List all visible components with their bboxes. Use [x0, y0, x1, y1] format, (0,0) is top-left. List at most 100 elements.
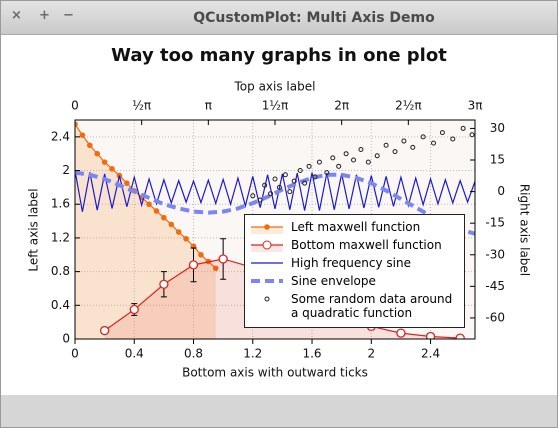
- point: [75, 121, 78, 128]
- point: [396, 328, 406, 338]
- x2-tick-label: ½π: [132, 99, 151, 113]
- point: [287, 189, 293, 195]
- close-button[interactable]: ×: [11, 8, 22, 23]
- point: [153, 208, 160, 214]
- legend-entry: Bottom maxwell function: [249, 238, 460, 252]
- point: [250, 193, 256, 199]
- y2-tick-label: -30: [485, 247, 505, 261]
- point: [276, 184, 282, 190]
- maximize-button[interactable]: +: [39, 8, 50, 23]
- x2-tick-label: 2π: [334, 99, 349, 113]
- bottom-axis-label: Bottom axis with outward ticks: [182, 366, 368, 380]
- legend-marker: [262, 240, 272, 250]
- point: [129, 304, 139, 315]
- x-tick-label: 0: [71, 347, 79, 361]
- point: [316, 159, 322, 165]
- y2-tick-label: 0: [497, 184, 505, 198]
- point: [79, 132, 86, 138]
- legend-entry: High frequency sine: [249, 256, 460, 270]
- legend-marker: [264, 224, 270, 230]
- y-tick-label: 0.8: [51, 264, 70, 278]
- point: [291, 178, 297, 184]
- point: [450, 136, 456, 142]
- point: [297, 168, 303, 174]
- point: [439, 130, 445, 136]
- point: [420, 134, 426, 140]
- left-axis-label: Left axis label: [27, 188, 41, 271]
- point: [455, 333, 465, 339]
- y2-tick-label: -60: [485, 310, 505, 324]
- point: [146, 201, 152, 208]
- point: [312, 174, 318, 180]
- x-tick-label: 1.2: [243, 347, 262, 361]
- y-tick-label: 2.4: [51, 129, 70, 143]
- x2-tick-label: 3π: [468, 99, 483, 113]
- x2-tick-label: 0: [71, 99, 79, 113]
- chart-title: Way too many graphs in one plot: [111, 45, 447, 66]
- x-tick-label: 0.4: [125, 347, 144, 361]
- point: [469, 132, 475, 138]
- legend: Left maxwell function Bottom maxwell func…: [244, 214, 465, 328]
- minimize-button[interactable]: −: [63, 8, 74, 23]
- y2-tick-label: -45: [485, 279, 505, 293]
- point: [87, 142, 93, 149]
- top-axis-label: Top axis label: [234, 80, 316, 94]
- point: [351, 157, 357, 163]
- point: [374, 153, 380, 159]
- point: [358, 146, 364, 152]
- point: [431, 140, 437, 146]
- point: [101, 159, 108, 165]
- point: [282, 172, 288, 178]
- point: [330, 155, 336, 161]
- point: [460, 125, 466, 131]
- y-tick-label: 1.6: [51, 197, 70, 211]
- line: [75, 170, 475, 236]
- x-tick-label: 0.8: [184, 347, 203, 361]
- point: [272, 176, 278, 182]
- point: [168, 221, 175, 228]
- line: [75, 170, 475, 212]
- legend-label: Left maxwell function: [291, 220, 421, 234]
- point: [343, 151, 349, 157]
- point: [262, 182, 268, 188]
- point: [268, 191, 274, 197]
- point: [218, 254, 228, 264]
- legend-marker: [264, 296, 270, 302]
- point: [336, 163, 342, 169]
- x-tick-label: 2: [367, 347, 375, 361]
- point: [425, 331, 436, 339]
- y-tick-label: 2: [62, 163, 70, 177]
- point: [159, 279, 169, 289]
- x2-tick-label: π: [205, 99, 212, 113]
- legend-fill: [251, 227, 283, 234]
- point: [257, 197, 263, 203]
- legend-icon: [251, 224, 283, 234]
- y2-tick-label: 15: [490, 153, 505, 167]
- legend-icon: [251, 262, 283, 264]
- legend-label: Some random data around a quadratic func…: [291, 292, 453, 320]
- y2-tick-label: -15: [485, 216, 505, 230]
- title-bar: × + − QCustomPlot: Multi Axis Demo: [1, 1, 557, 35]
- point: [175, 229, 182, 235]
- y2-tick-label: 30: [490, 121, 505, 135]
- point: [410, 144, 416, 150]
- legend-label: Bottom maxwell function: [291, 238, 442, 252]
- point: [188, 260, 199, 270]
- legend-label: Sine envelope: [291, 274, 376, 288]
- point: [183, 235, 189, 242]
- point: [109, 166, 115, 172]
- point: [383, 142, 389, 148]
- point: [365, 159, 371, 165]
- legend-label: High frequency sine: [291, 256, 411, 270]
- point: [94, 150, 101, 157]
- point: [324, 170, 330, 176]
- y-tick-label: 1.2: [51, 230, 70, 244]
- point: [392, 149, 398, 155]
- window-title: QCustomPlot: Multi Axis Demo: [193, 10, 435, 26]
- point: [302, 180, 308, 186]
- y-tick-label: 0: [62, 332, 70, 346]
- point: [212, 265, 219, 272]
- x-tick-label: 2.4: [421, 347, 440, 361]
- legend-icon: [251, 240, 283, 252]
- legend-entry: Sine envelope: [249, 274, 460, 288]
